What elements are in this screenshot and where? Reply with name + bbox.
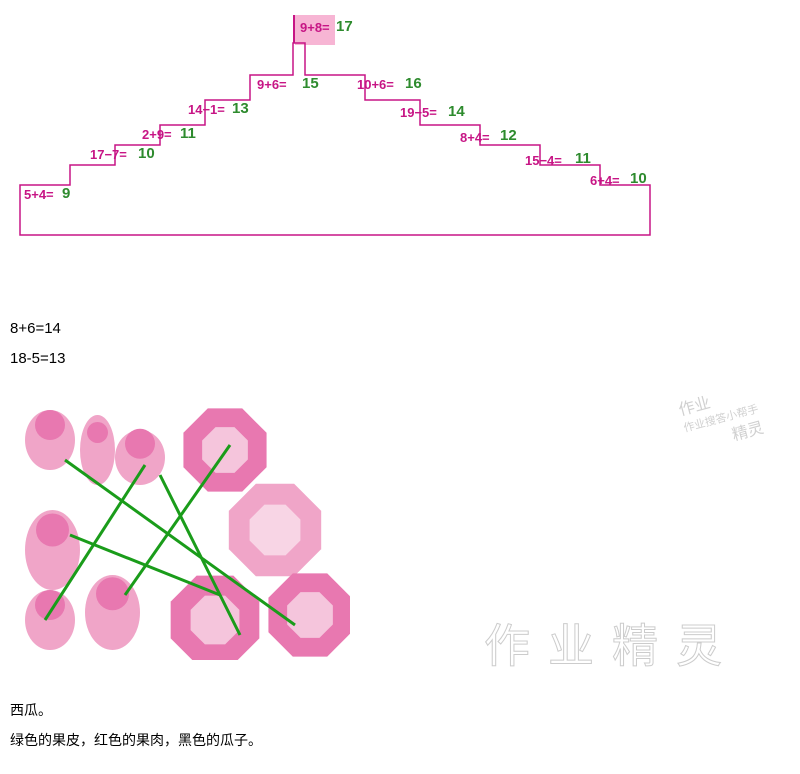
step-equation: 15−4= <box>525 153 562 168</box>
watermark-text: 作业搜答小帮手 <box>682 403 760 438</box>
step-equation: 6+4= <box>590 173 620 188</box>
step-answer: 11 <box>575 150 591 167</box>
step-answer: 14 <box>448 103 465 120</box>
step-answer: 10 <box>138 145 155 162</box>
watermark-text: 精灵 <box>686 418 766 460</box>
step-answer: 12 <box>500 127 517 144</box>
step-equation: 19−5= <box>400 105 437 120</box>
staircase-diagram: 9+8= 17 9+6=1514−1=132+9=1117−7=105+4=91… <box>10 15 650 245</box>
step-answer: 11 <box>180 125 196 142</box>
step-answer: 15 <box>302 75 319 92</box>
step-answer: 16 <box>405 75 422 92</box>
step-equation: 10+6= <box>357 77 394 92</box>
step-equation: 2+9= <box>142 127 172 142</box>
step-answer: 10 <box>630 170 647 187</box>
step-equation: 5+4= <box>24 187 54 202</box>
watermark-small: 作业 作业搜答小帮手 精灵 <box>677 381 767 459</box>
step-equation: 14−1= <box>188 102 225 117</box>
step-answer: 9 <box>62 185 70 202</box>
matching-svg <box>10 400 350 660</box>
step-equation: 17−7= <box>90 147 127 162</box>
answer-text: 西瓜。 <box>10 700 52 720</box>
equation-line: 18-5=13 <box>10 350 65 367</box>
watermark-large: 作业精灵 <box>484 610 740 676</box>
answer-text: 绿色的果皮，红色的果肉，黑色的瓜子。 <box>10 730 262 750</box>
equation-line: 8+6=14 <box>10 320 61 337</box>
step-equation: 9+6= <box>257 77 287 92</box>
step-answer: 13 <box>232 100 249 117</box>
watermark-text: 作业 <box>677 381 757 423</box>
step-equation: 8+4= <box>460 130 490 145</box>
staircase-outline <box>10 15 660 255</box>
matching-figure <box>10 400 350 660</box>
